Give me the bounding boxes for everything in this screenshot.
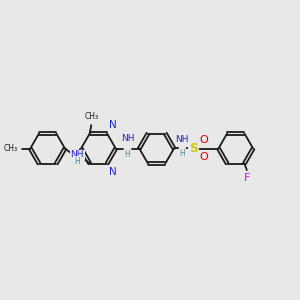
Text: N: N [110, 120, 117, 130]
Text: NH: NH [70, 150, 84, 159]
Text: NH: NH [176, 135, 189, 144]
Text: S: S [189, 142, 198, 155]
Text: H: H [179, 148, 185, 158]
Text: H: H [124, 150, 130, 159]
Text: NH: NH [121, 134, 134, 143]
Text: O: O [200, 152, 208, 163]
Text: F: F [244, 173, 250, 183]
Text: O: O [200, 134, 208, 145]
Text: CH₃: CH₃ [84, 112, 98, 121]
Text: CH₃: CH₃ [4, 144, 18, 153]
Text: H: H [74, 157, 80, 166]
Text: N: N [110, 167, 117, 177]
